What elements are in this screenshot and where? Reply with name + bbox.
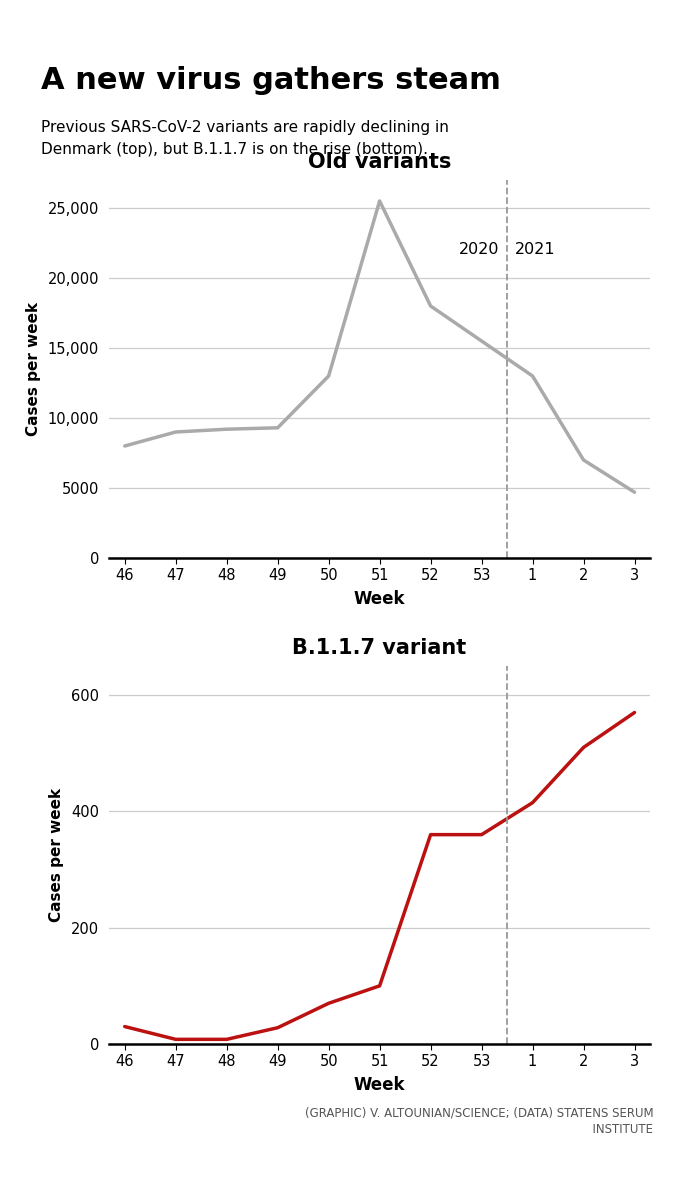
Text: 2021: 2021 [515, 242, 555, 258]
Title: B.1.1.7 variant: B.1.1.7 variant [293, 637, 466, 658]
Y-axis label: Cases per week: Cases per week [25, 302, 40, 436]
Y-axis label: Cases per week: Cases per week [49, 788, 64, 922]
Title: Old variants: Old variants [308, 151, 451, 172]
Text: (GRAPHIC) V. ALTOUNIAN/SCIENCE; (DATA) STATENS SERUM
                           : (GRAPHIC) V. ALTOUNIAN/SCIENCE; (DATA) S… [304, 1106, 653, 1136]
Text: A new virus gathers steam: A new virus gathers steam [41, 66, 501, 95]
Text: Previous SARS-CoV-2 variants are rapidly declining in
Denmark (top), but B.1.1.7: Previous SARS-CoV-2 variants are rapidly… [41, 120, 449, 157]
Text: 2020: 2020 [459, 242, 499, 258]
X-axis label: Week: Week [354, 1076, 406, 1094]
X-axis label: Week: Week [354, 590, 406, 608]
